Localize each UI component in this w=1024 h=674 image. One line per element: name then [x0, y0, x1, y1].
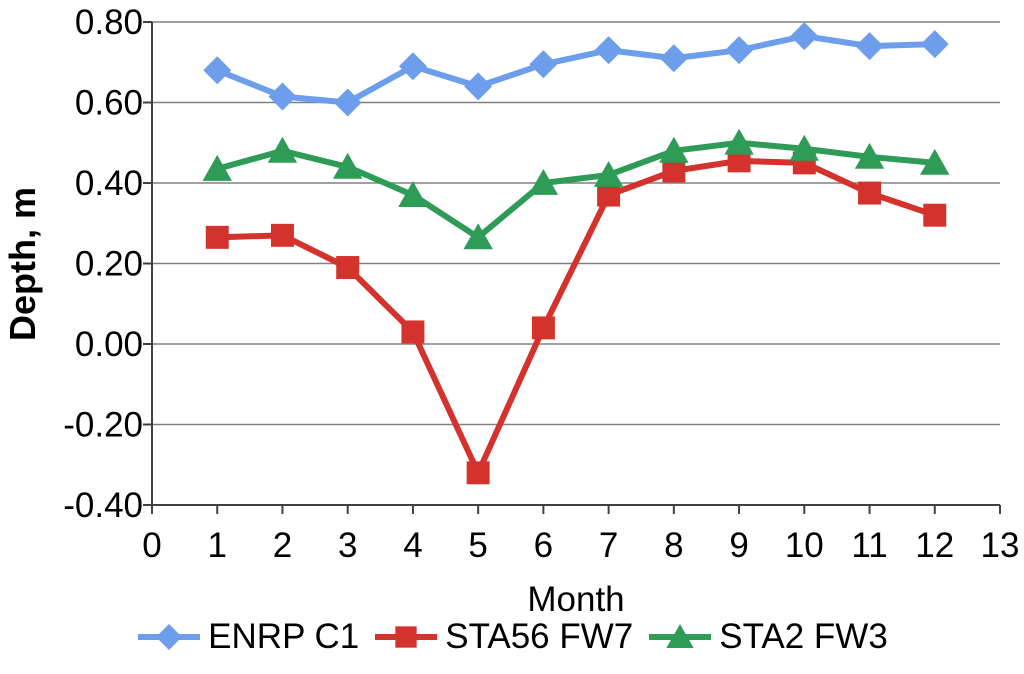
triangle-marker [267, 136, 298, 163]
square-marker [401, 320, 425, 344]
x-tick-label: 5 [468, 526, 487, 565]
square-marker [727, 149, 751, 173]
y-tick-label: -0.20 [63, 406, 143, 445]
x-tick-label: 13 [981, 526, 1020, 565]
diamond-marker [920, 30, 949, 59]
diamond-marker [659, 44, 688, 73]
square-marker [466, 461, 490, 485]
diamond-marker [398, 52, 427, 81]
legend-item-enrp-c1: ENRP C1 [136, 617, 359, 657]
square-marker [923, 203, 947, 227]
diamond-marker [594, 36, 623, 65]
square-marker [662, 159, 686, 183]
legend-label: ENRP C1 [208, 617, 360, 656]
x-tick-labels: 0 1 2 3 4 5 6 7 8 9 10 11 12 13 [142, 526, 1019, 565]
y-tick-labels: 0.80 0.60 0.40 0.20 0.00 -0.20 -0.40 [63, 3, 143, 525]
chart-plot-area: 0.800.600.400.200.00-0.20-0.400 1 2 3 4 5 6 7 8 9… [63, 3, 1019, 565]
triangle-marker [666, 624, 694, 649]
x-tick-label: 10 [785, 526, 824, 565]
triangle-marker [724, 128, 754, 155]
x-tick-label: 2 [273, 526, 292, 565]
triangle-marker [528, 169, 559, 195]
triangle-marker [463, 223, 493, 250]
y-tick-label: 0.80 [75, 3, 143, 42]
diamond-marker [725, 36, 754, 65]
square-marker [205, 225, 229, 249]
triangle-marker [202, 154, 232, 181]
x-axis-title: Month [527, 580, 625, 619]
legend-diamond-icon [138, 624, 201, 650]
triangle-marker [854, 142, 885, 169]
diamond-marker [268, 82, 297, 111]
x-tick-label: 1 [207, 526, 226, 565]
series-sta56-fw7 [205, 149, 947, 485]
series-line [214, 157, 938, 476]
diamond-marker [529, 50, 558, 79]
series-sta2-fw3 [202, 128, 950, 250]
square-marker [858, 181, 882, 205]
diamond-marker [203, 56, 232, 85]
x-tick-label: 0 [142, 526, 161, 565]
diamond-marker [790, 22, 819, 51]
legend-label: STA56 FW7 [445, 617, 634, 656]
series-line [214, 33, 938, 106]
diamond-marker [333, 88, 362, 117]
triangle-marker [332, 152, 363, 179]
y-tick-label: -0.40 [63, 486, 143, 525]
x-tick-label: 11 [851, 526, 887, 565]
x-tick-label: 12 [915, 526, 954, 565]
y-tick-label: 0.20 [75, 245, 143, 284]
y-tick-label: 0.60 [75, 84, 143, 123]
x-tick-label: 7 [599, 526, 618, 565]
y-tick-label: 0.00 [75, 325, 143, 364]
square-marker [531, 316, 555, 340]
legend-label: STA2 FW3 [719, 617, 888, 656]
chart-legend: ENRP C1 STA56 FW7 STA2 FW3 [0, 617, 1024, 657]
triangle-marker [659, 136, 689, 163]
x-tick-label: 9 [729, 526, 748, 565]
legend-triangle-icon [649, 624, 712, 649]
triangle-marker [789, 134, 820, 161]
diamond-marker [855, 32, 884, 61]
y-axis-title: Depth, m [2, 186, 43, 341]
square-marker [336, 256, 360, 280]
diamond-marker [464, 72, 493, 101]
square-marker [270, 223, 294, 247]
x-tick-label: 3 [338, 526, 357, 565]
square-marker [395, 626, 417, 648]
diamond-marker [156, 624, 183, 650]
x-tick-label: 4 [403, 526, 422, 565]
y-tick-label: 0.40 [75, 164, 143, 203]
legend-item-sta2-fw3: STA2 FW3 [647, 617, 888, 657]
square-marker [597, 183, 621, 207]
series-enrp-c1 [203, 22, 949, 117]
x-tick-label: 6 [534, 526, 553, 565]
triangle-marker [920, 148, 950, 175]
triangle-marker [593, 160, 624, 187]
gridlines [152, 21, 1000, 426]
triangle-marker [398, 181, 428, 207]
series-line [214, 139, 938, 241]
x-tick-label: 8 [664, 526, 683, 565]
legend-square-icon [375, 626, 438, 648]
axis-ticks [143, 21, 1001, 514]
legend-item-sta56-fw7: STA56 FW7 [373, 617, 633, 657]
